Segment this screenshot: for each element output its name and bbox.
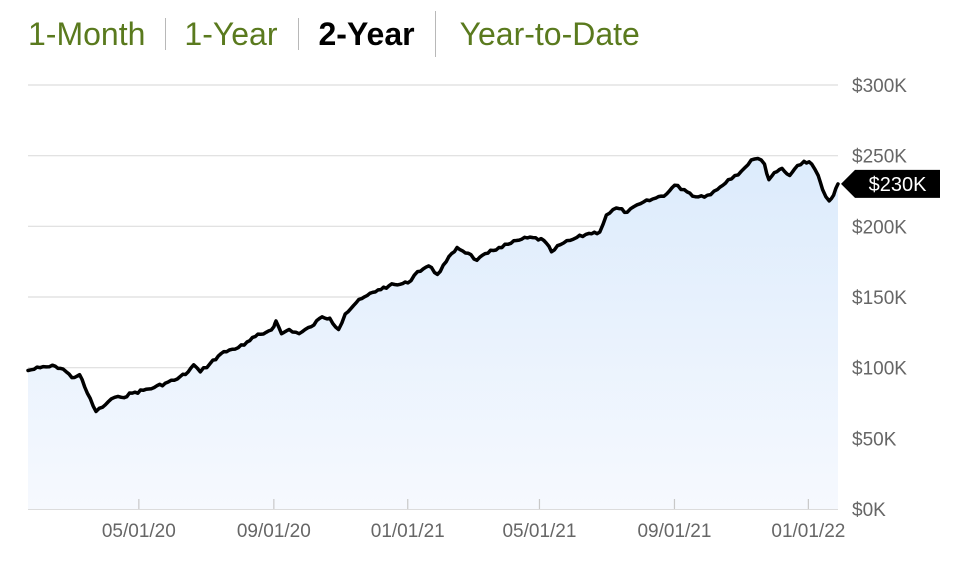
y-tick-label: $300K — [852, 76, 907, 97]
time-range-tabs: 1-Month 1-Year 2-Year Year-to-Date — [28, 11, 640, 57]
y-tick-label: $150K — [852, 288, 907, 309]
x-tick-label: 05/01/21 — [502, 521, 576, 542]
x-tick-label: 09/01/20 — [237, 521, 311, 542]
tab-divider — [165, 18, 167, 50]
series-line — [26, 156, 840, 414]
x-tick-label: 01/01/21 — [371, 521, 445, 542]
tab-divider — [297, 18, 299, 50]
y-tick-label: $0K — [852, 500, 886, 521]
y-tick-label: $250K — [852, 147, 907, 168]
tab-divider-active — [434, 11, 436, 57]
x-tick-label: 09/01/21 — [637, 521, 711, 542]
y-tick-label: $100K — [852, 359, 907, 380]
y-tick-label: $200K — [852, 217, 907, 238]
tab-year-to-date[interactable]: Year-to-Date — [459, 15, 640, 52]
tab-1-month[interactable]: 1-Month — [28, 15, 146, 52]
x-tick-label: 05/01/20 — [102, 521, 176, 542]
x-axis: 05/01/20 09/01/20 01/01/21 05/01/21 09/01/21… — [102, 499, 845, 542]
current-value-callout-bg — [841, 169, 940, 198]
tab-2-year[interactable]: 2-Year — [318, 15, 415, 52]
x-tick-label: 01/01/22 — [771, 521, 845, 542]
current-value-callout: $230K — [841, 169, 940, 198]
y-axis: $0K $50K $100K $150K $200K $250K $300K — [852, 76, 907, 521]
area-fill — [28, 158, 838, 509]
current-value-label: $230K — [869, 174, 927, 196]
y-tick-label: $50K — [852, 429, 897, 450]
tab-1-year[interactable]: 1-Year — [184, 15, 278, 52]
